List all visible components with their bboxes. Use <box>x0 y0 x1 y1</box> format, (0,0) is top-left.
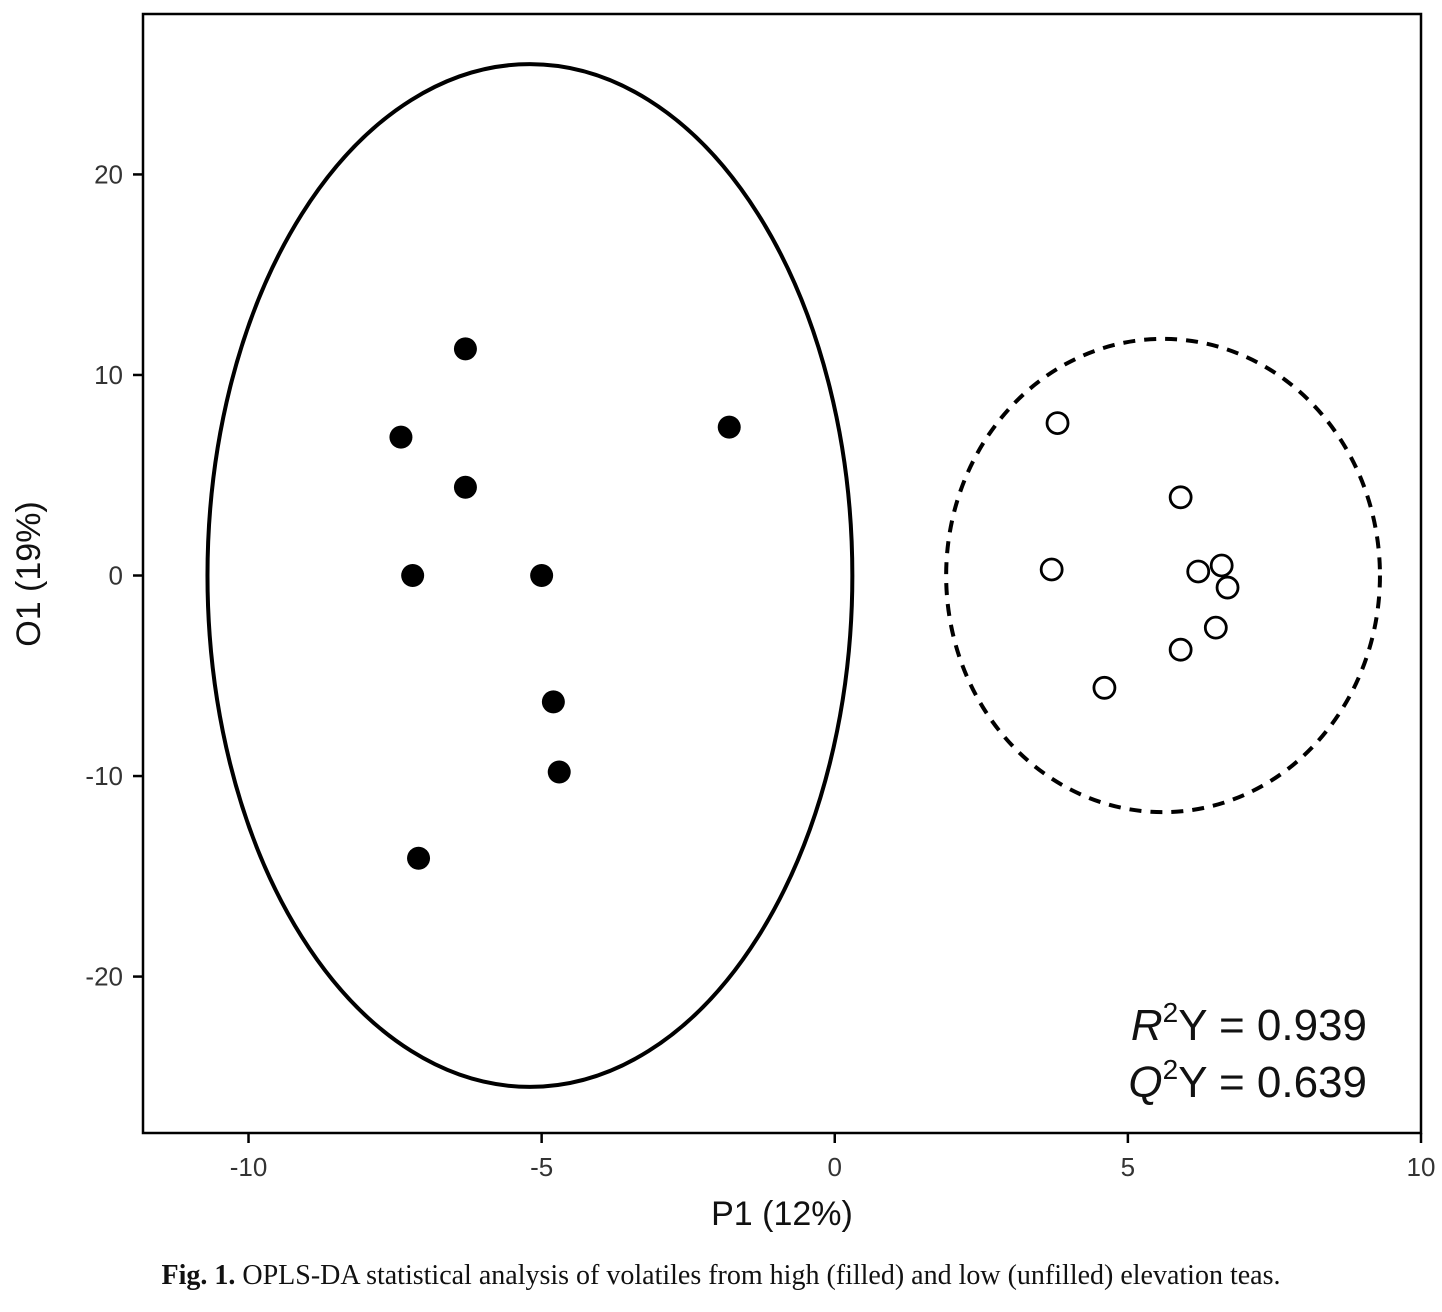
y-axis: -20 -10 0 10 20 <box>85 159 143 992</box>
figure-caption-text: OPLS-DA statistical analysis of volatile… <box>242 1260 1281 1291</box>
point-s1-7 <box>541 690 565 714</box>
point-s1-2 <box>389 425 413 449</box>
y-axis-title: O1 (19%) <box>10 501 48 647</box>
x-tick-label: -10 <box>230 1152 268 1182</box>
ellipse-1 <box>205 62 855 1089</box>
y-tick-label: -10 <box>85 761 123 791</box>
point-s1-5 <box>401 564 425 588</box>
point-s2-3 <box>1039 557 1064 582</box>
figure-label: Fig. 1. <box>161 1260 236 1291</box>
confidence-ellipses <box>205 62 1382 1089</box>
x-tick-label: 5 <box>1121 1152 1135 1182</box>
point-s2-5 <box>1209 553 1234 578</box>
y-tick-label: 0 <box>109 561 123 591</box>
x-tick-label: 10 <box>1407 1152 1436 1182</box>
y-tick-label: -20 <box>85 962 123 992</box>
data-points <box>389 337 1240 870</box>
figure-caption: Fig. 1. OPLS-DA statistical analysis of … <box>0 1260 1442 1292</box>
ellipse-2 <box>944 336 1382 815</box>
point-s2-6 <box>1215 575 1240 600</box>
y-tick-label: 20 <box>94 159 123 189</box>
x-tick-label: -5 <box>530 1152 553 1182</box>
point-s2-8 <box>1168 637 1193 662</box>
point-s2-2 <box>1168 485 1193 510</box>
point-s1-8 <box>547 760 571 784</box>
y-tick-label: 10 <box>94 360 123 390</box>
point-s2-1 <box>1045 411 1070 435</box>
r2y-annotation: R2Y = 0.939 <box>1131 997 1367 1050</box>
point-s2-4 <box>1186 559 1211 584</box>
point-s1-6 <box>530 564 554 588</box>
point-s2-7 <box>1203 615 1228 640</box>
x-axis: -10 -5 0 5 10 <box>230 1133 1436 1182</box>
point-s1-4 <box>453 475 477 499</box>
q2y-annotation: Q2Y = 0.639 <box>1128 1054 1367 1107</box>
x-tick-label: 0 <box>828 1152 842 1182</box>
point-s1-1 <box>453 337 477 361</box>
x-axis-title: P1 (12%) <box>711 1195 853 1233</box>
point-s1-9 <box>407 846 431 870</box>
point-s1-3 <box>717 415 741 439</box>
point-s2-9 <box>1092 675 1117 700</box>
plot-frame <box>141 12 1423 1135</box>
